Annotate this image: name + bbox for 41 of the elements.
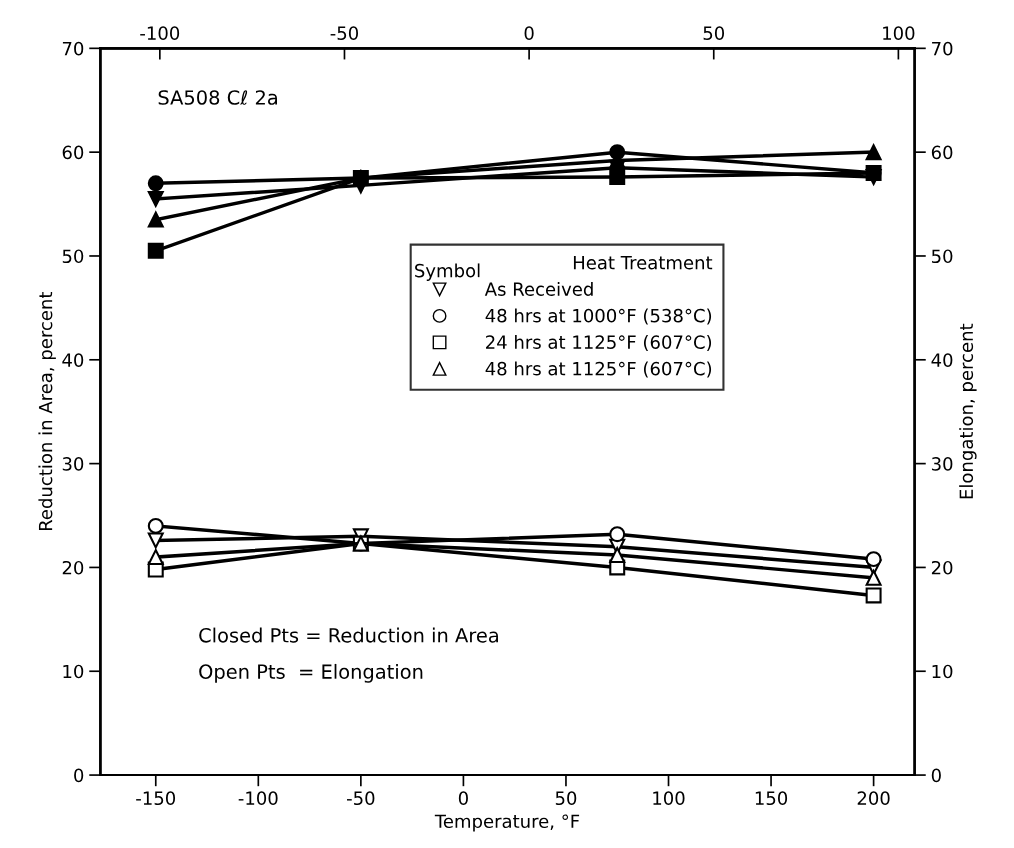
y-tick-label: 0 <box>74 768 84 783</box>
y2-tick-label: 40 <box>931 353 953 367</box>
x2-tick-label: -100 <box>140 26 180 40</box>
x-axis-title: Temperature, °F <box>434 814 580 832</box>
y-tick-label: 70 <box>62 41 84 56</box>
y2-axis-title: Elongation, percent <box>959 323 977 499</box>
y2-tick-label: 30 <box>931 457 953 471</box>
y2-tick-label: 0 <box>931 768 941 783</box>
x-tick-label: 150 <box>755 791 788 806</box>
y-tick-label: 10 <box>63 664 84 679</box>
x2-tick-label: 50 <box>703 26 725 40</box>
annotation: Symbol <box>415 263 480 281</box>
y-tick-label: 50 <box>62 249 84 264</box>
x-tick-label: 200 <box>857 791 890 806</box>
y-tick-label: 20 <box>62 560 84 575</box>
x-tick-label: 0 <box>458 791 468 806</box>
y-tick-label: 60 <box>62 145 84 160</box>
legend-label: As Received <box>484 281 593 296</box>
x-tick-label: 100 <box>653 791 685 806</box>
legend-title: Heat Treatment <box>573 256 713 270</box>
y2-tick-label: 60 <box>931 145 953 160</box>
y2-tick-label: 50 <box>931 249 953 264</box>
y-tick-label: 40 <box>62 353 84 367</box>
y2-tick-label: 70 <box>932 41 953 56</box>
x2-tick-label: 0 <box>524 26 534 40</box>
y2-tick-label: 20 <box>931 560 953 575</box>
annotation: Closed Pts = Reduction in Area <box>199 627 498 643</box>
y-axis-title: Reduction in Area, percent <box>38 291 56 531</box>
x-tick-label: -50 <box>347 791 375 806</box>
legend-label: 48 hrs at 1125°F (607°C) <box>485 361 712 378</box>
x2-tick-label: -50 <box>330 26 359 40</box>
x-tick-label: 50 <box>555 791 577 806</box>
annotation: SA508 Cℓ 2a <box>158 90 277 105</box>
y-tick-label: 30 <box>62 457 84 471</box>
annotation: Open Pts = Elongation <box>199 663 423 683</box>
x2-tick-label: 100 <box>883 26 915 40</box>
legend-label: 48 hrs at 1000°F (538°C) <box>485 308 712 325</box>
y2-tick-label: 10 <box>932 664 953 679</box>
legend-label: 24 hrs at 1125°F (607°C) <box>486 334 712 352</box>
x-tick-label: -100 <box>238 791 278 806</box>
x-tick-label: -150 <box>136 791 176 806</box>
